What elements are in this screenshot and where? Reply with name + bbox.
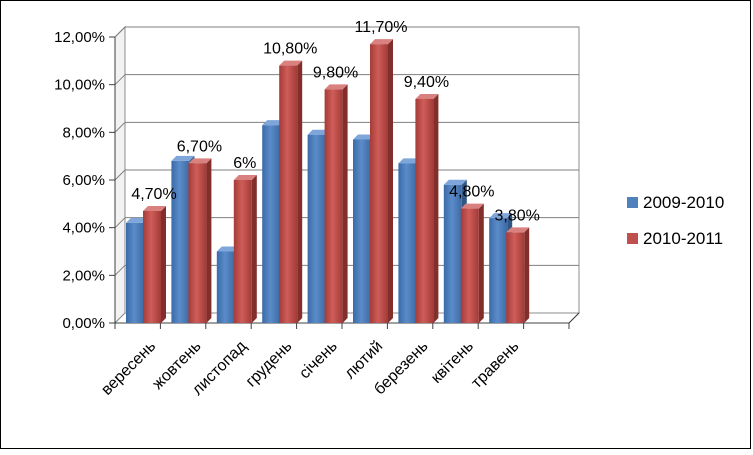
bar-2010-2011 — [188, 158, 212, 323]
gridline-side — [114, 26, 126, 38]
data-label: 3,80% — [495, 207, 540, 224]
legend-swatch — [627, 197, 638, 208]
data-label: 10,80% — [263, 41, 317, 58]
category-label: січень — [296, 338, 341, 383]
category-label: грудень — [243, 338, 296, 391]
bar-2010-2011 — [415, 93, 439, 323]
gridline-side — [114, 121, 126, 133]
data-label: 9,40% — [404, 74, 449, 91]
y-tick-label: 12,00% — [54, 29, 105, 46]
y-tick-label: 10,00% — [54, 77, 105, 94]
legend-item: 2010-2011 — [627, 229, 723, 248]
x-axis-depth — [568, 312, 580, 324]
bar-2010-2011 — [143, 205, 166, 323]
data-label: 6,70% — [177, 138, 222, 155]
bar-2010-2011 — [279, 60, 303, 323]
legend-swatch — [627, 233, 638, 244]
data-labels: 4,70% 6,70% 6% 10,80% 9,80% 11,70% 9,40% 4,80%3… — [131, 19, 540, 224]
gridline-side — [114, 74, 126, 86]
y-tick-label: 2,00% — [62, 267, 105, 284]
gridline-side — [114, 264, 126, 276]
gridline-side — [114, 217, 126, 229]
category-label: травень — [468, 338, 522, 392]
category-label: лютий — [342, 338, 387, 383]
data-label: 9,80% — [313, 64, 358, 81]
y-tick-label: 0,00% — [62, 315, 105, 332]
y-tick-label: 6,00% — [62, 172, 105, 189]
legend-item: 2009-2010 — [627, 193, 724, 212]
data-label: 11,70% — [354, 19, 407, 36]
category-label: вересень — [98, 338, 159, 399]
data-label: 4,70% — [131, 186, 176, 203]
bar-2010-2011 — [460, 203, 484, 323]
bar-2010-2011 — [324, 84, 348, 323]
bar-2010-2011 — [233, 175, 257, 323]
bar-2010-2011 — [370, 39, 393, 324]
bars — [126, 39, 530, 324]
legend-label: 2009-2010 — [643, 193, 724, 212]
legend-label: 2010-2011 — [643, 229, 723, 248]
legend: 2009-2010 2010-2011 — [627, 193, 724, 248]
y-tick-label: 8,00% — [62, 124, 105, 141]
gridline-side — [114, 169, 126, 181]
bar-2010-2011 — [506, 227, 530, 323]
y-tick-label: 4,00% — [62, 220, 105, 237]
data-label: 4,80% — [449, 184, 494, 201]
data-label: 6% — [233, 155, 256, 172]
